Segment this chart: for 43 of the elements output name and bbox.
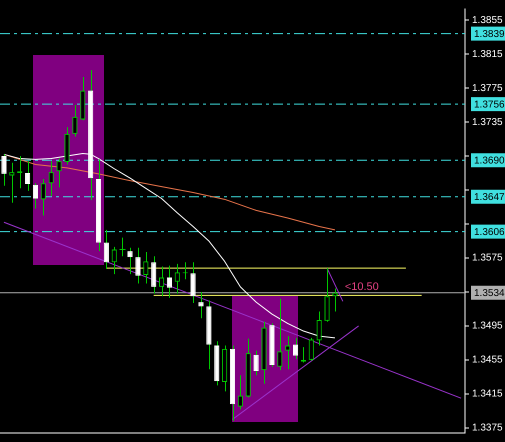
ref-line-label: 1.3534 bbox=[474, 288, 505, 300]
candlestick bbox=[292, 337, 298, 360]
candlestick bbox=[238, 374, 243, 410]
candlestick bbox=[112, 246, 117, 275]
candlestick bbox=[32, 182, 38, 210]
y-tick-label: 1.3735 bbox=[472, 116, 504, 128]
ref-line-label: 1.3839 bbox=[474, 28, 505, 40]
candlestick bbox=[324, 268, 330, 322]
annotation: <10.50 bbox=[344, 280, 379, 293]
candlestick bbox=[143, 252, 148, 284]
candlestick bbox=[72, 104, 78, 137]
candlestick bbox=[151, 256, 156, 294]
candlestick bbox=[166, 265, 172, 298]
candlestick bbox=[48, 160, 54, 196]
candlestick bbox=[9, 162, 14, 204]
y-tick-label: 1.3815 bbox=[472, 48, 504, 60]
candlestick bbox=[308, 337, 314, 362]
y-tick-label: 1.3375 bbox=[472, 422, 504, 434]
candlestick bbox=[25, 160, 30, 192]
y-tick-label: 1.3415 bbox=[472, 388, 504, 400]
ref-line-label: 1.3756 bbox=[474, 99, 505, 110]
candlestick bbox=[159, 266, 164, 297]
y-tick-label: 1.3455 bbox=[472, 354, 504, 366]
y-tick-label: 1.3775 bbox=[472, 82, 504, 94]
candlestick bbox=[174, 263, 180, 294]
y-tick-label: 1.3495 bbox=[472, 320, 504, 332]
candlestick bbox=[40, 178, 46, 216]
ref-line-label: 1.3606 bbox=[474, 226, 505, 238]
candlestick bbox=[277, 298, 282, 371]
candlestick bbox=[119, 237, 126, 257]
candlestick bbox=[285, 336, 290, 370]
candlestick bbox=[316, 310, 322, 346]
y-tick-label: 1.3575 bbox=[472, 252, 504, 264]
candlestick bbox=[104, 229, 109, 270]
candlestick bbox=[190, 262, 196, 304]
y-tick-label: 1.3855 bbox=[472, 14, 504, 26]
ref-line-label: 1.3647 bbox=[474, 192, 505, 204]
candlestick bbox=[198, 291, 204, 319]
ref-line-label: 1.3690 bbox=[474, 155, 505, 166]
candlestick bbox=[135, 247, 140, 284]
candlestick bbox=[56, 158, 62, 188]
candlestick bbox=[127, 247, 133, 275]
candlestick bbox=[254, 350, 259, 376]
